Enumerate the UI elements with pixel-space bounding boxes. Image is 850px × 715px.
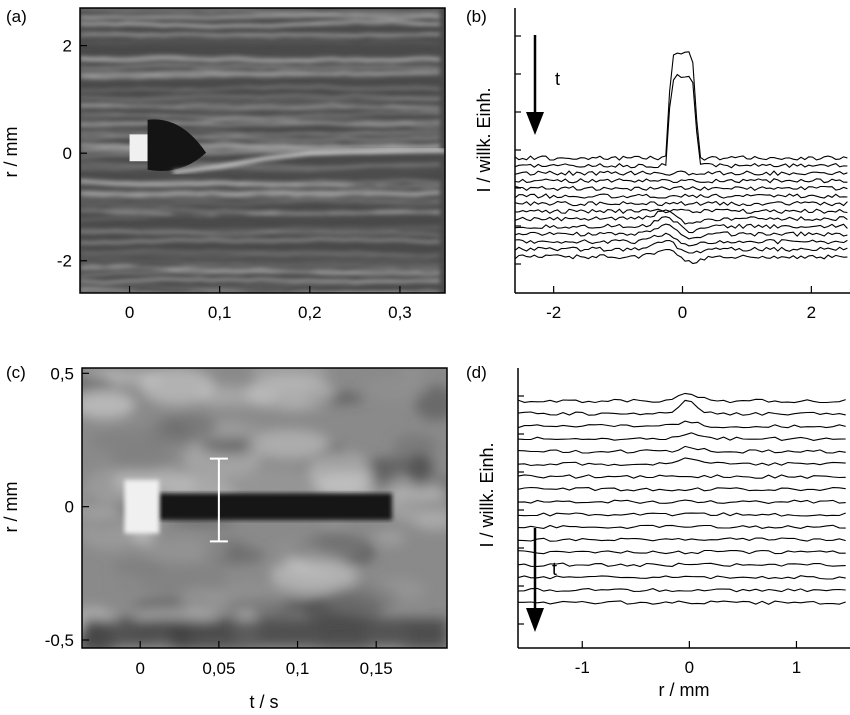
panel-label-a: (a) — [6, 7, 27, 26]
trace-line — [518, 513, 846, 516]
trace-line — [515, 224, 847, 239]
ytick-label: 0 — [63, 144, 72, 163]
trace-line — [518, 538, 846, 541]
panel-b-arrow-label: t — [555, 69, 560, 89]
trace-line — [518, 446, 846, 453]
trace-line — [518, 601, 846, 604]
xtick-label: 0,15 — [360, 659, 393, 678]
texture-blob — [365, 377, 427, 400]
xtick-label: -1 — [575, 658, 590, 677]
texture-blob — [140, 367, 215, 405]
panel-a-ylabel: r / mm — [1, 127, 21, 178]
bright-pulse — [130, 134, 148, 161]
texture-blob — [374, 531, 406, 545]
panel-d-series — [518, 393, 846, 604]
panel-b-traces: -2 0 2 I / willk. Einh. t — [474, 8, 850, 322]
trace-line — [518, 421, 846, 428]
xtick-label: 0,2 — [298, 303, 322, 322]
texture-blob — [326, 584, 400, 614]
texture-blob — [281, 542, 366, 558]
panel-label-c: (c) — [6, 363, 26, 382]
texture-blob — [246, 375, 334, 411]
trace-line — [515, 186, 847, 190]
xtick-label: 1 — [792, 658, 801, 677]
trace-line — [515, 209, 847, 213]
trace-line — [515, 202, 847, 206]
panel-label-b: (b) — [466, 7, 487, 26]
trace-line — [515, 52, 847, 160]
texture-blob — [112, 559, 163, 575]
trace-line — [518, 576, 846, 579]
panel-b-yaxis — [515, 36, 521, 264]
texture-blob — [409, 453, 431, 489]
trace-line — [518, 458, 846, 466]
trace-line — [518, 475, 846, 478]
xtick-label: -2 — [546, 303, 561, 322]
trace-line — [518, 588, 846, 591]
trace-line — [515, 75, 847, 168]
trace-line — [518, 488, 846, 491]
panel-d-xlabel: r / mm — [659, 680, 710, 700]
ytick-label: -0,5 — [45, 631, 74, 650]
trace-line — [515, 179, 847, 183]
panel-b-series — [515, 52, 847, 264]
panel-d-yaxis — [518, 396, 524, 624]
panel-d-time-arrow — [526, 528, 544, 632]
texture-blob — [209, 584, 289, 612]
xtick-label: 0,1 — [208, 303, 232, 322]
trace-line — [518, 393, 846, 402]
trace-line — [515, 250, 847, 264]
ytick-label: -2 — [57, 252, 72, 271]
xtick-label: 0 — [678, 303, 687, 322]
texture-blob — [159, 415, 218, 439]
texture-blob — [247, 429, 330, 459]
xtick-label: 0 — [685, 658, 694, 677]
trace-line — [515, 171, 847, 175]
xtick-label: 0 — [135, 659, 144, 678]
panel-c-heatmap: 0 0,05 0,1 0,15 0,5 0 -0,5 r / mm t / s — [1, 353, 469, 712]
panel-label-d: (d) — [466, 363, 487, 382]
xtick-label: 0 — [125, 303, 134, 322]
dark-bottom — [82, 619, 447, 648]
texture-blob — [73, 607, 108, 619]
trace-line — [518, 525, 846, 528]
xtick-label: 2 — [807, 303, 816, 322]
texture-blob — [386, 486, 454, 524]
panel-c-ylabel: r / mm — [1, 482, 21, 533]
xtick-label: 0,1 — [286, 659, 310, 678]
trace-line — [518, 551, 846, 554]
ytick-label: 0 — [65, 498, 74, 517]
xtick-label: 0,05 — [202, 659, 235, 678]
trace-line — [518, 563, 846, 566]
texture-blob — [309, 453, 372, 493]
panel-d-traces: -1 0 1 I / willk. Einh. r / mm t — [477, 368, 850, 700]
panel-d-ylabel: I / willk. Einh. — [477, 442, 497, 547]
trace-line — [515, 210, 847, 224]
trace-line — [518, 500, 846, 503]
texture-blob — [110, 447, 171, 473]
trace-line — [515, 194, 847, 198]
ytick-label: 0,5 — [50, 364, 74, 383]
ytick-label: 2 — [63, 37, 72, 56]
panel-a-heatmap: 0 0,1 0,2 0,3 2 0 -2 r / mm — [1, 8, 445, 322]
panel-d-arrow-label: t — [552, 559, 557, 579]
panel-b-ylabel: I / willk. Einh. — [474, 87, 494, 192]
panel-b-time-arrow — [526, 35, 544, 135]
bright-pulse — [124, 480, 159, 533]
trace-line — [518, 433, 846, 441]
panel-c-xlabel: t / s — [249, 692, 278, 712]
panel-d-xaxis: -1 0 1 — [575, 641, 801, 677]
xtick-label: 0,3 — [388, 303, 412, 322]
panel-b-xaxis: -2 0 2 — [546, 286, 816, 322]
dark-band — [159, 493, 392, 520]
